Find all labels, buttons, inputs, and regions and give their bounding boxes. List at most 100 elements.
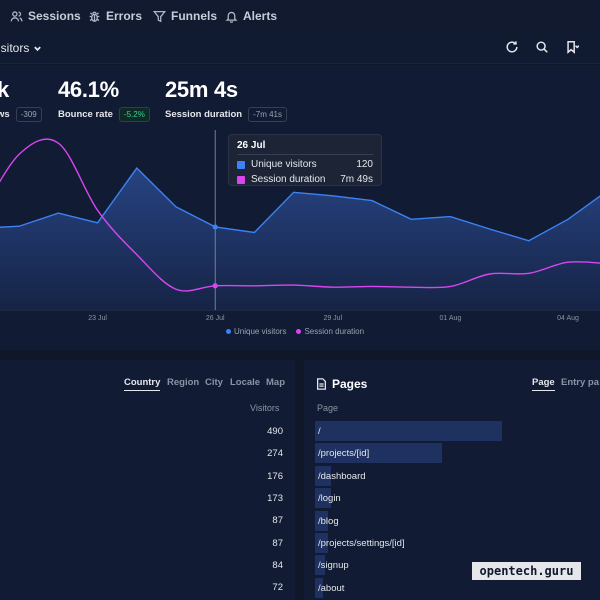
top-nav: Sessions Errors Funnels Alerts (0, 0, 600, 34)
page-row[interactable]: / (315, 421, 575, 441)
watermark: opentech.guru (472, 562, 581, 580)
users-icon (10, 10, 23, 21)
page-share-bar (315, 533, 328, 553)
visitor-count: 274 (267, 448, 283, 459)
series-swatch (237, 175, 245, 184)
page-share-bar (315, 577, 323, 598)
tab-entry-pages[interactable]: Entry pa (561, 377, 600, 388)
page-row[interactable]: /login (315, 488, 575, 509)
pages-title-label: Pages (332, 377, 368, 391)
metric-dropdown[interactable]: isitors (0, 41, 42, 55)
bell-icon (225, 11, 238, 23)
toolbar: isitors (0, 34, 600, 64)
legend-item[interactable]: Session duration (296, 327, 364, 336)
search-button[interactable] (535, 40, 551, 56)
nav-funnels-label: Funnels (171, 9, 218, 23)
legend-dot (226, 329, 231, 334)
kpi-value: k (0, 77, 9, 102)
tooltip-value: 7m 49s (340, 174, 373, 185)
nav-sessions[interactable]: Sessions (10, 9, 81, 23)
session-duration-point[interactable] (212, 283, 218, 289)
page-path: /login (318, 493, 341, 505)
page-path: / (318, 426, 321, 437)
kpi-label: Bounce rate (58, 109, 113, 120)
bookmark-button[interactable] (565, 40, 581, 56)
unique-visitors-point[interactable] (212, 224, 218, 230)
visitor-count: 87 (272, 515, 283, 526)
session-duration-line (0, 138, 600, 292)
kpi-change-badge: -7m 41s (248, 107, 287, 122)
visitors-column-header: Visitors (250, 403, 280, 413)
refresh-button[interactable] (505, 40, 521, 56)
kpi-session-duration[interactable]: 25m 4s Session duration -7m 41s (165, 77, 287, 122)
chart-legend: Unique visitors Session duration (226, 327, 364, 336)
page-column-header: Page (317, 403, 339, 413)
page-path: /dashboard (318, 470, 366, 482)
visitor-count: 173 (267, 493, 283, 504)
tooltip-label: Unique visitors (251, 159, 317, 170)
page-share-bar (315, 443, 443, 464)
kpi-bounce-rate[interactable]: 46.1% Bounce rate -5.2% (58, 77, 150, 122)
kpi-label: Session duration (165, 109, 243, 120)
x-tick-label: 23 Jul (88, 315, 107, 322)
x-tick-label: 01 Aug (439, 315, 461, 322)
page-row[interactable]: /projects/settings/[id] (315, 533, 575, 553)
legend-label: Unique visitors (234, 327, 287, 336)
metric-dropdown-label: isitors (0, 41, 30, 55)
x-tick-label: 29 Jul (323, 315, 342, 322)
tab-map[interactable]: Map (266, 377, 285, 388)
tab-country[interactable]: Country (124, 377, 161, 391)
visitor-count: 84 (272, 560, 283, 571)
visitor-count: 490 (267, 426, 283, 437)
tab-page[interactable]: Page (532, 377, 555, 391)
locations-panel (0, 360, 295, 600)
kpi-value: 25m 4s (165, 77, 238, 102)
nav-funnels[interactable]: Funnels (153, 9, 217, 23)
legend-item[interactable]: Unique visitors (226, 327, 286, 336)
filter-icon (153, 10, 166, 22)
page-row[interactable]: /dashboard (315, 465, 575, 486)
visitor-count: 72 (272, 582, 283, 593)
series-swatch (237, 160, 245, 169)
kpi-change-badge: -309 (15, 107, 42, 122)
page-row[interactable]: /blog (315, 510, 575, 531)
nav-errors-label: Errors (106, 9, 143, 23)
chart-tooltip: 26 Jul Unique visitors 120 Session durat… (228, 134, 382, 186)
pages-panel (304, 360, 600, 600)
page-path: /blog (318, 515, 339, 527)
x-tick-label: 04 Aug (557, 315, 579, 322)
legend-dot (296, 329, 302, 334)
page-share-bar (315, 510, 328, 531)
kpi-label: ws (0, 109, 10, 120)
page-share-bar (315, 421, 503, 441)
page-share-bar (315, 465, 331, 486)
tooltip-date: 26 Jul (237, 140, 373, 155)
nav-alerts-label: Alerts (243, 9, 278, 23)
unique-visitors-area (0, 168, 600, 310)
nav-sessions-label: Sessions (28, 9, 81, 23)
page-share-bar (315, 555, 326, 576)
kpi-pageviews[interactable]: k ws -309 (0, 77, 42, 122)
visitors-chart[interactable]: 23 Jul 26 Jul 29 Jul 01 Aug 04 Aug (0, 125, 600, 345)
nav-errors[interactable]: Errors (88, 9, 142, 23)
document-icon (317, 378, 326, 390)
tab-locale[interactable]: Locale (230, 377, 261, 388)
bookmark-icon (567, 41, 580, 54)
pages-title: Pages (316, 377, 367, 391)
page-row[interactable]: /signup (315, 555, 575, 576)
tab-region[interactable]: Region (167, 377, 200, 388)
page-row[interactable]: /projects/[id] (315, 443, 575, 464)
page-row[interactable]: /about (315, 577, 575, 598)
tooltip-label: Session duration (251, 174, 326, 185)
legend-label: Session duration (304, 327, 365, 336)
tab-city[interactable]: City (205, 377, 223, 388)
kpi-value: 46.1% (58, 77, 119, 102)
search-icon (536, 41, 548, 53)
refresh-icon (506, 41, 518, 53)
page-path: /signup (318, 560, 349, 572)
kpi-change-badge: -5.2% (118, 107, 150, 122)
bug-icon (89, 11, 100, 22)
page-path: /projects/settings/[id] (318, 538, 405, 549)
nav-alerts[interactable]: Alerts (225, 9, 277, 23)
tooltip-row: Unique visitors 120 (237, 159, 373, 170)
